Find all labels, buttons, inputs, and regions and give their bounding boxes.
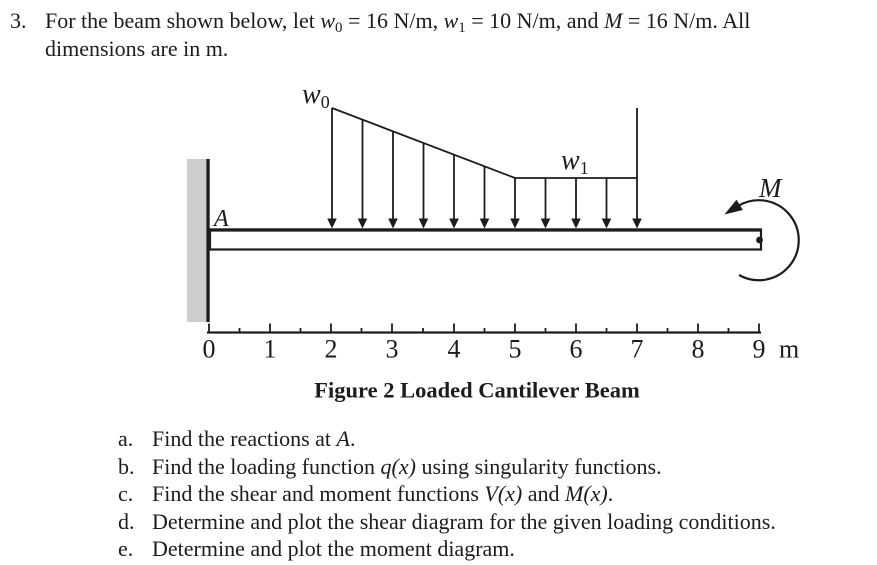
moment-arc [737,199,800,282]
load-arrow-head [601,218,612,229]
problem-statement: 3. For the beam shown below, let w0 = 16… [0,7,877,63]
dimension-ruler: 0 1 2 3 4 5 6 7 8 9 m [203,323,799,364]
question-run: using singularity functions. [415,453,662,479]
ruler-label-1: 1 [264,335,277,364]
fixed-wall-support [187,159,210,322]
load-arrow [388,131,398,229]
label-w1-subscript: 1 [580,158,589,178]
symbol-w1-subscript: 1 [458,20,466,36]
question-math-symbol: A [336,426,350,451]
ruler-label-2: 2 [325,335,338,364]
load-arrow-head [388,218,398,229]
question-text: Determine and plot the moment diagram. [152,535,868,563]
question-math-symbol: q(x) [380,453,416,479]
question-math-symbol: M(x) [565,481,608,506]
question-item-a: a. Find the reactions at A. [118,425,868,453]
load-arrow-head [540,218,551,229]
label-w1: w1 [561,145,589,178]
question-run: Find the shear and moment functions [152,481,485,506]
question-math-symbol: V(x) [484,481,523,506]
question-run: and [522,481,566,506]
question-item-e: e. Determine and plot the moment diagram… [118,535,868,563]
ruler-label-8: 8 [692,335,705,364]
load-arrow-head [571,218,581,229]
question-list: a. Find the reactions at A. b. Find the … [118,425,868,563]
ruler-label-0: 0 [203,335,216,364]
wall-fill [187,159,206,322]
problem-text-run: = 16 N/m, [342,8,444,33]
moment-arrow [724,199,800,282]
question-marker: c. [118,481,134,506]
load-arrow [540,178,551,229]
question-run: . [607,481,614,506]
problem-number: 3. [10,8,27,33]
question-marker: d. [118,508,135,534]
problem-text-line2: dimensions are in m. [45,36,229,61]
load-arrow [601,178,612,229]
symbol-M: M [604,8,623,33]
load-arrow [327,108,337,229]
load-arrow-head [479,218,490,229]
question-item-d: d. Determine and plot the shear diagram … [118,508,868,536]
problem-text-run: = 10 N/m, and [465,8,605,33]
ruler-label-7: 7 [631,335,644,364]
load-arrow [632,108,642,229]
beam [208,228,763,251]
ruler-label-3: 3 [386,335,399,364]
figure-caption: Figure 2 Loaded Cantilever Beam [314,378,640,403]
label-moment: M [758,173,783,203]
problem-text-run: = 16 N/m. All [622,8,751,33]
ruler-unit-label: m [779,335,799,364]
load-arrow [510,178,520,229]
label-w0-subscript: 0 [321,92,330,112]
question-run: Find the reactions at [152,426,337,451]
question-item-c: c. Find the shear and moment functions V… [118,480,868,508]
question-marker: a. [118,426,134,451]
label-w1-symbol: w [561,145,580,176]
question-run: Determine and plot the moment diagram. [152,536,515,561]
symbol-w1: w [443,8,459,33]
ruler-label-4: 4 [448,335,461,364]
symbol-w0: w [320,8,336,33]
moment-arrow-head [724,199,743,215]
question-item-b: b. Find the loading function q(x) using … [118,453,868,481]
question-run: Find the loading function [152,453,381,479]
question-marker: e. [118,536,134,561]
load-arrow-head [449,218,459,229]
question-text: Find the reactions at A. [152,425,868,453]
load-arrow [479,166,490,229]
ruler-label-6: 6 [570,335,583,364]
load-arrow [449,154,459,229]
load-arrow-head [357,218,368,229]
load-arrow [418,143,429,229]
question-text: Find the loading function q(x) using sin… [152,453,868,481]
load-arrow-head [327,218,337,229]
beam-end-point [756,236,763,244]
load-arrow [571,178,581,229]
beam-diagram: w0 w1 M A [187,79,800,403]
load-arrow-head [632,218,642,229]
label-w0: w0 [302,79,330,112]
load-arrow-head [510,218,520,229]
label-w0-symbol: w [302,79,321,110]
question-run: Determine and plot the shear diagram for… [152,508,776,534]
distributed-load [327,107,642,229]
problem-text-run: For the beam shown below, let [45,8,321,33]
symbol-w0-subscript: 0 [335,20,343,36]
label-support-A: A [212,206,229,232]
load-arrow [357,119,368,229]
problem-text: For the beam shown below, let w0 = 16 N/… [45,7,871,63]
question-run: . [349,426,356,451]
question-text: Find the shear and moment functions V(x)… [152,480,868,508]
ruler-label-9: 9 [753,335,766,364]
beam-body [208,228,763,251]
question-text: Determine and plot the shear diagram for… [152,508,868,536]
load-arrow-head [418,218,429,229]
ruler-label-5: 5 [509,335,522,364]
question-marker: b. [118,453,135,479]
